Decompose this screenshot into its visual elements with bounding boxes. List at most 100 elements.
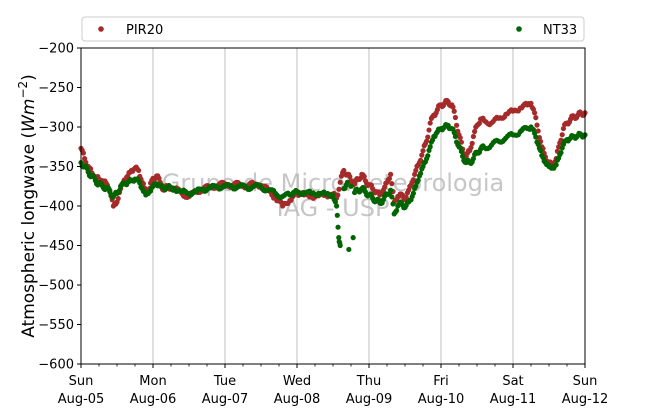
- data-point: [538, 147, 544, 154]
- x-tick-label-date: Aug-06: [130, 392, 177, 407]
- legend-marker-pir20: [98, 26, 104, 32]
- y-tick-label: −350: [38, 160, 74, 175]
- data-point: [361, 173, 367, 180]
- data-point: [330, 192, 336, 198]
- data-point: [533, 115, 539, 121]
- legend-marker-nt33: [516, 26, 522, 32]
- data-point: [450, 104, 456, 110]
- data-point: [528, 100, 534, 106]
- data-point: [472, 128, 478, 135]
- x-tick-label-date: Aug-05: [58, 392, 105, 407]
- data-point: [336, 186, 342, 192]
- x-tick-label-date: Aug-10: [418, 392, 465, 407]
- data-point: [458, 139, 464, 145]
- data-point: [425, 153, 431, 159]
- data-point: [415, 177, 421, 184]
- data-point: [332, 199, 338, 205]
- data-point: [427, 120, 433, 126]
- y-axis: −200 −250 −300 −350 −400 −450 −500 −550 −600: [38, 42, 81, 373]
- data-point: [460, 153, 466, 159]
- x-tick-label-day: Fri: [433, 374, 449, 389]
- series-pir20: [78, 97, 588, 209]
- data-point: [458, 148, 464, 155]
- data-point: [136, 167, 142, 174]
- data-point: [394, 208, 400, 214]
- data-point: [413, 167, 419, 174]
- data-point: [335, 224, 341, 230]
- data-point: [388, 187, 394, 193]
- data-point: [533, 134, 539, 140]
- data-point: [425, 134, 431, 140]
- x-tick-label-date: Aug-07: [202, 392, 249, 407]
- data-point: [420, 148, 426, 154]
- legend-box: [81, 16, 585, 42]
- x-tick-label-date: Aug-09: [346, 392, 393, 407]
- data-point: [334, 203, 340, 209]
- data-point: [470, 156, 476, 162]
- data-point: [335, 192, 341, 198]
- y-tick-label: −200: [38, 42, 74, 57]
- data-point: [386, 175, 392, 182]
- data-point: [424, 138, 430, 144]
- data-point: [558, 150, 564, 156]
- data-point: [418, 170, 424, 177]
- x-tick-label-date: Aug-08: [274, 392, 321, 407]
- data-point: [348, 183, 354, 189]
- y-tick-label: −450: [38, 239, 74, 254]
- y-axis-label: Atmospheric longwave (Wm−2): [16, 74, 39, 338]
- y-tick-label: −500: [38, 279, 74, 294]
- data-point: [560, 125, 567, 132]
- x-axis: Sun Aug-05 Mon Aug-06 Tue Aug-07 Wed Aug-08 Thu A…: [58, 364, 609, 407]
- data-point: [553, 162, 559, 168]
- data-point: [559, 132, 565, 138]
- data-point: [390, 201, 396, 207]
- data-point: [451, 108, 457, 114]
- data-point: [410, 177, 416, 183]
- data-point: [337, 179, 343, 185]
- data-point: [419, 152, 425, 158]
- data-point: [389, 194, 395, 200]
- data-point: [403, 194, 409, 201]
- x-tick-label-day: Mon: [139, 374, 166, 389]
- data-point: [346, 246, 352, 253]
- data-point: [80, 150, 86, 156]
- series-nt33: [78, 121, 588, 253]
- data-point: [137, 180, 143, 186]
- data-point: [412, 171, 418, 178]
- x-tick-label-date: Aug-11: [490, 392, 537, 407]
- legend-label-nt33: NT33: [543, 23, 577, 38]
- data-point: [452, 114, 458, 121]
- data-point: [470, 133, 476, 140]
- data-point: [457, 135, 463, 141]
- x-gridlines: [152, 48, 514, 364]
- data-point: [410, 190, 416, 196]
- y-tick-label: −250: [38, 81, 74, 96]
- data-points: [78, 97, 588, 253]
- data-point: [389, 181, 395, 187]
- y-tick-label: −550: [38, 318, 74, 333]
- x-tick-label-date: Aug-12: [562, 392, 609, 407]
- x-tick-label-day: Tue: [213, 374, 236, 389]
- x-tick-label-day: Wed: [283, 374, 311, 389]
- data-point: [426, 127, 432, 133]
- data-point: [350, 235, 356, 241]
- data-point: [418, 157, 424, 163]
- data-point: [336, 235, 342, 241]
- data-point: [344, 179, 350, 185]
- legend-label-pir20: PIR20: [126, 23, 163, 38]
- x-tick-label-day: Sun: [69, 374, 94, 389]
- y-tick-label: −300: [38, 121, 74, 136]
- data-point: [347, 173, 353, 180]
- x-tick-label-day: Thu: [356, 374, 381, 389]
- data-point: [469, 140, 475, 146]
- data-point: [116, 188, 122, 194]
- data-point: [468, 144, 474, 151]
- data-point: [534, 122, 540, 128]
- data-point: [156, 175, 162, 181]
- data-point: [532, 110, 538, 116]
- x-tick-label-day: Sat: [502, 374, 523, 389]
- x-tick-label-day: Sun: [573, 374, 598, 389]
- legend: PIR20 NT33: [81, 16, 585, 42]
- data-point: [337, 242, 343, 249]
